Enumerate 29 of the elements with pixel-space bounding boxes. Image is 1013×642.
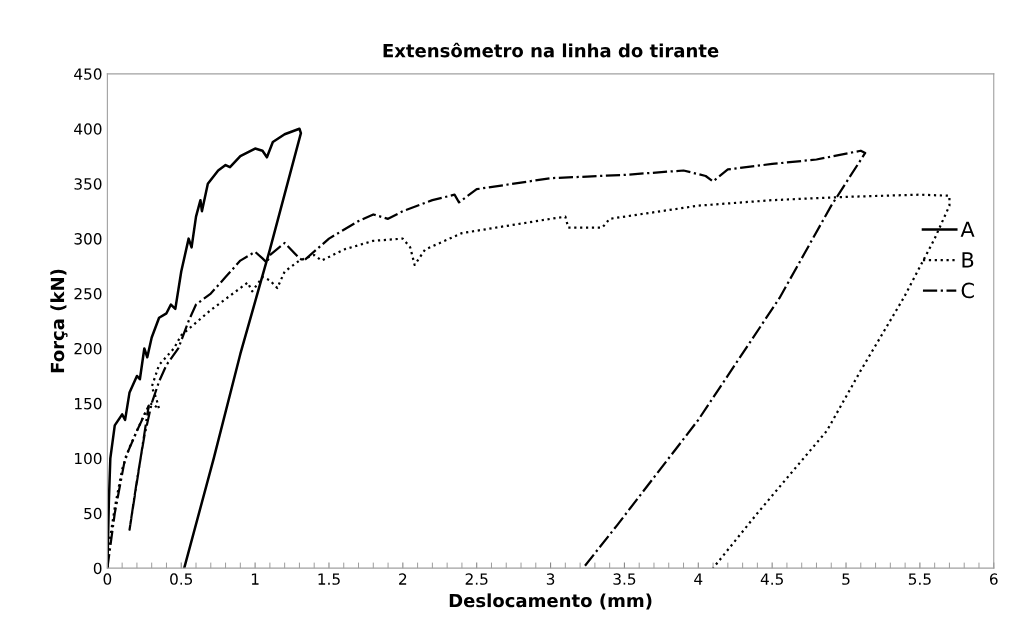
y-tick-label: 0	[93, 562, 102, 575]
x-tick-label: 1.5	[318, 573, 340, 585]
legend-label: C	[961, 282, 974, 299]
x-axis-title: Deslocamento (mm)	[449, 593, 652, 610]
x-tick-label: 1	[251, 573, 259, 585]
y-tick-label: 150	[75, 397, 102, 410]
x-tick-label: 5.5	[908, 573, 931, 585]
y-tick-label: 400	[74, 123, 102, 135]
x-tick-label: 3.5	[613, 573, 636, 585]
x-tick-label: 2.5	[465, 573, 488, 585]
x-tick-label: 0	[103, 573, 112, 585]
y-tick-label: 450	[74, 68, 102, 80]
legend-label: B	[962, 252, 974, 268]
y-tick-label: 250	[74, 288, 102, 300]
chart-title: Extensômetro na linha do tirante	[383, 42, 719, 58]
y-tick-label: 200	[74, 342, 102, 355]
x-tick-label: 6	[989, 573, 998, 585]
x-tick-label: 4.5	[760, 573, 783, 585]
x-tick-label: 4	[694, 573, 703, 585]
x-tick-label: 2	[399, 573, 407, 585]
y-tick-label: 100	[75, 452, 102, 465]
x-tick-label: 0.5	[170, 573, 193, 585]
y-axis-title: Força (kN)	[50, 269, 68, 373]
y-tick-label: 350	[74, 178, 102, 190]
x-tick-label: 5	[842, 573, 850, 585]
x-tick-label: 3	[546, 573, 555, 585]
legend-label: A	[960, 221, 975, 237]
y-tick-label: 300	[74, 233, 102, 245]
y-tick-label: 50	[84, 507, 102, 520]
